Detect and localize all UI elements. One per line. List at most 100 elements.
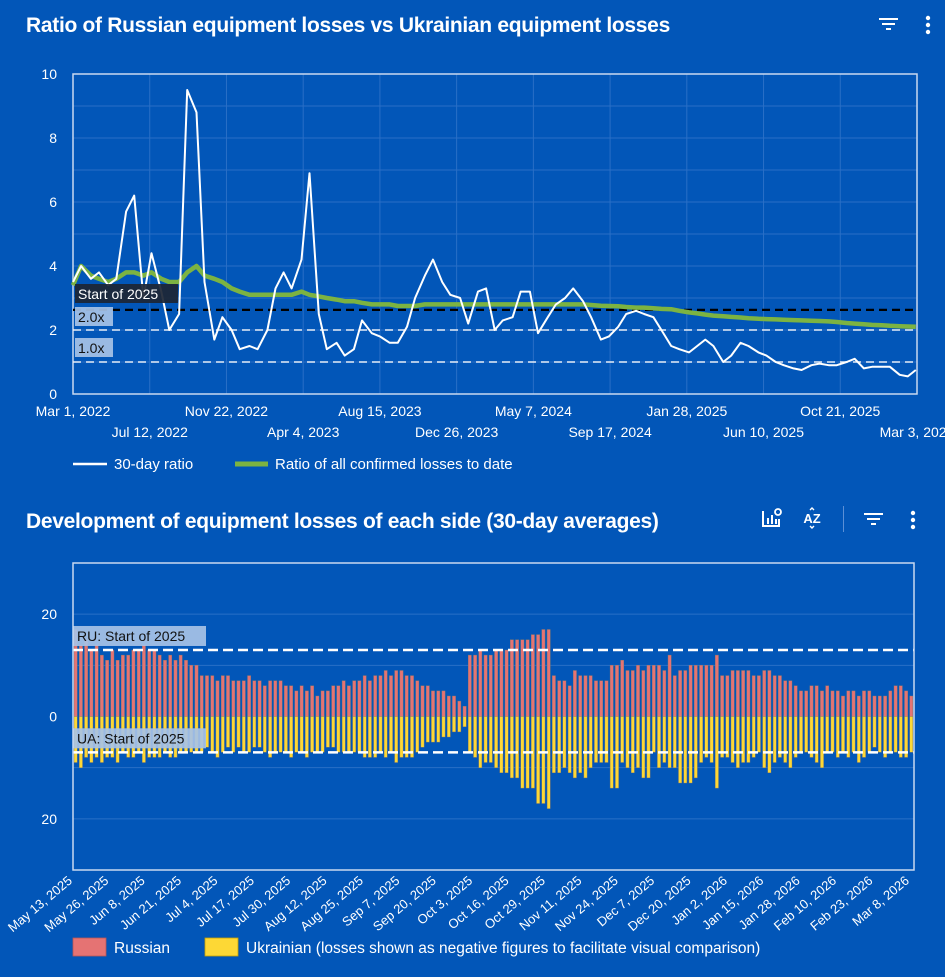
- bar-ukrainian: [788, 716, 793, 768]
- bar-russian: [762, 670, 766, 717]
- bar-russian: [631, 670, 635, 717]
- y-tick-label: 0: [49, 386, 57, 402]
- chart2-title: Development of equipment losses of each …: [26, 510, 659, 533]
- chart-settings-icon[interactable]: [760, 506, 784, 530]
- bar-ukrainian: [688, 716, 693, 784]
- bar-ukrainian: [888, 716, 893, 753]
- sort-az-icon[interactable]: AZ: [800, 506, 824, 530]
- bar-ukrainian: [215, 716, 220, 758]
- bar-russian: [825, 685, 829, 717]
- bar-ukrainian: [541, 716, 546, 804]
- reference-label: UA: Start of 2025: [77, 730, 185, 746]
- bar-russian: [121, 654, 125, 717]
- bar-russian: [615, 665, 619, 717]
- bar-ukrainian: [294, 716, 299, 753]
- bar-russian: [483, 654, 488, 717]
- bar-ukrainian: [252, 716, 257, 748]
- svg-text:AZ: AZ: [803, 511, 820, 526]
- bar-ukrainian: [562, 716, 567, 768]
- bar-ukrainian: [783, 716, 787, 763]
- bar-russian: [578, 675, 582, 717]
- bar-russian: [410, 675, 414, 717]
- bar-ukrainian: [410, 716, 414, 758]
- bar-ukrainian: [315, 716, 320, 753]
- plot-frame: [72, 73, 918, 395]
- bar-russian: [804, 690, 808, 717]
- x-tick-label: Apr 4, 2023: [267, 424, 340, 440]
- bar-russian: [599, 680, 603, 717]
- more-vert-icon[interactable]: [916, 13, 940, 37]
- bar-russian: [594, 680, 598, 717]
- bar-ukrainian: [683, 716, 688, 784]
- bar-russian: [746, 670, 751, 717]
- x-tick-label: Jul 12, 2022: [112, 424, 188, 440]
- y-tick-label: 10: [41, 66, 57, 82]
- bar-russian: [688, 665, 693, 717]
- x-tick-label: Jun 10, 2025: [723, 424, 804, 440]
- legend-label-ratio: 30-day ratio: [114, 456, 193, 473]
- bar-ukrainian: [825, 716, 829, 753]
- bar-ukrainian: [609, 716, 614, 789]
- bar-russian: [89, 649, 94, 717]
- bar-russian: [173, 660, 178, 717]
- filter-icon[interactable]: [877, 12, 901, 36]
- bar-russian: [94, 644, 99, 717]
- bar-ukrainian: [599, 716, 603, 763]
- bar-russian: [473, 654, 477, 717]
- bar-ukrainian: [909, 716, 914, 753]
- bar-ukrainian: [772, 716, 777, 763]
- bar-russian: [494, 649, 498, 717]
- bar-ukrainian: [814, 716, 819, 763]
- bar-russian: [357, 680, 362, 717]
- bar-ukrainian: [620, 716, 624, 763]
- bar-russian: [247, 675, 251, 717]
- bar-russian: [115, 660, 120, 717]
- bar-ukrainian: [567, 716, 572, 773]
- bar-russian: [857, 695, 861, 717]
- y-tick-label: 8: [49, 130, 57, 146]
- bar-ukrainian: [673, 716, 677, 768]
- bar-ukrainian: [893, 716, 898, 753]
- bar-russian: [452, 695, 456, 717]
- bar-russian: [278, 680, 283, 717]
- legend-swatch-russian: [72, 937, 107, 957]
- bar-ukrainian: [657, 716, 661, 768]
- bar-russian: [110, 649, 115, 717]
- bar-ukrainian: [704, 716, 709, 758]
- reference-label: RU: Start of 2025: [77, 628, 185, 644]
- bar-russian: [510, 639, 514, 717]
- bar-russian: [799, 690, 803, 717]
- bar-ukrainian: [799, 716, 803, 753]
- bar-russian: [457, 700, 462, 717]
- bar-russian: [289, 685, 293, 717]
- bar-ukrainian: [872, 716, 877, 748]
- bar-ukrainian: [741, 716, 745, 763]
- bar-ukrainian: [368, 716, 372, 758]
- more-vert-icon[interactable]: [901, 508, 925, 532]
- bar-russian: [814, 685, 819, 717]
- bar-ukrainian: [226, 716, 230, 748]
- bar-russian: [436, 690, 441, 717]
- bar-ukrainian: [478, 716, 483, 768]
- bar-russian: [867, 690, 872, 717]
- bar-ukrainian: [636, 716, 640, 768]
- bar-russian: [641, 670, 646, 717]
- bar-ukrainian: [257, 716, 262, 748]
- bar-ukrainian: [236, 716, 241, 748]
- bar-russian: [904, 690, 908, 717]
- bar-ukrainian: [652, 716, 656, 753]
- bar-russian: [241, 680, 246, 717]
- legend-swatch-ukrainian: [204, 937, 239, 957]
- bar-russian: [893, 685, 898, 717]
- bar-russian: [883, 695, 887, 717]
- bar-ukrainian: [720, 716, 724, 758]
- bar-ukrainian: [594, 716, 598, 763]
- bar-ukrainian: [326, 716, 330, 748]
- bar-russian: [126, 654, 130, 717]
- bar-ukrainian: [389, 716, 393, 753]
- x-tick-label: Mar 1, 2022: [36, 403, 111, 419]
- y-tick-label: 20: [41, 811, 57, 827]
- bar-ukrainian: [284, 716, 288, 753]
- filter-icon[interactable]: [862, 507, 886, 531]
